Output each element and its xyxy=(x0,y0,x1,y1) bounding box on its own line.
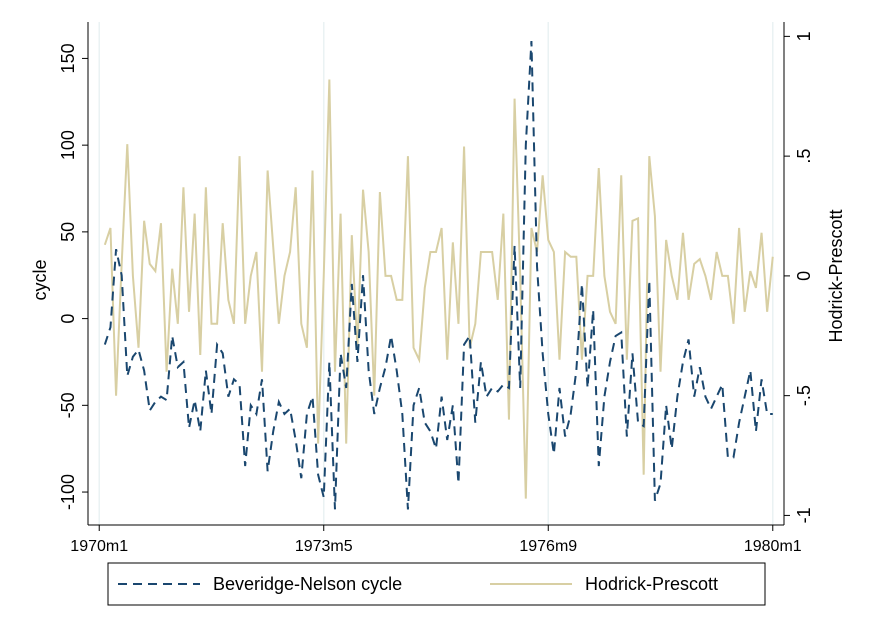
y2-tick-label: 0 xyxy=(794,271,814,281)
x-tick-label: 1973m5 xyxy=(295,538,353,555)
y-tick-label: -50 xyxy=(58,392,78,418)
y-axis-title: cycle xyxy=(30,259,50,300)
x-tick-label: 1970m1 xyxy=(70,538,128,555)
y-tick-label: 100 xyxy=(58,130,78,160)
x-tick-label: 1980m1 xyxy=(744,538,802,555)
x-tick-label: 1976m9 xyxy=(519,538,577,555)
legend-label: Hodrick-Prescott xyxy=(585,574,718,594)
y2-tick-label: -.5 xyxy=(794,385,814,406)
y2-axis-title: Hodrick-Prescott xyxy=(826,209,846,342)
y2-tick-label: .5 xyxy=(794,149,814,164)
y2-tick-label: 1 xyxy=(794,31,814,41)
y2-tick-label: -1 xyxy=(794,507,814,523)
legend-label: Beveridge-Nelson cycle xyxy=(213,574,402,594)
legend-box xyxy=(107,562,766,606)
y-tick-label: -100 xyxy=(58,474,78,510)
y-tick-label: 0 xyxy=(58,314,78,324)
series-line xyxy=(103,79,774,499)
y-tick-label: 50 xyxy=(58,222,78,242)
y-tick-label: 150 xyxy=(58,43,78,73)
series-line xyxy=(103,41,773,510)
